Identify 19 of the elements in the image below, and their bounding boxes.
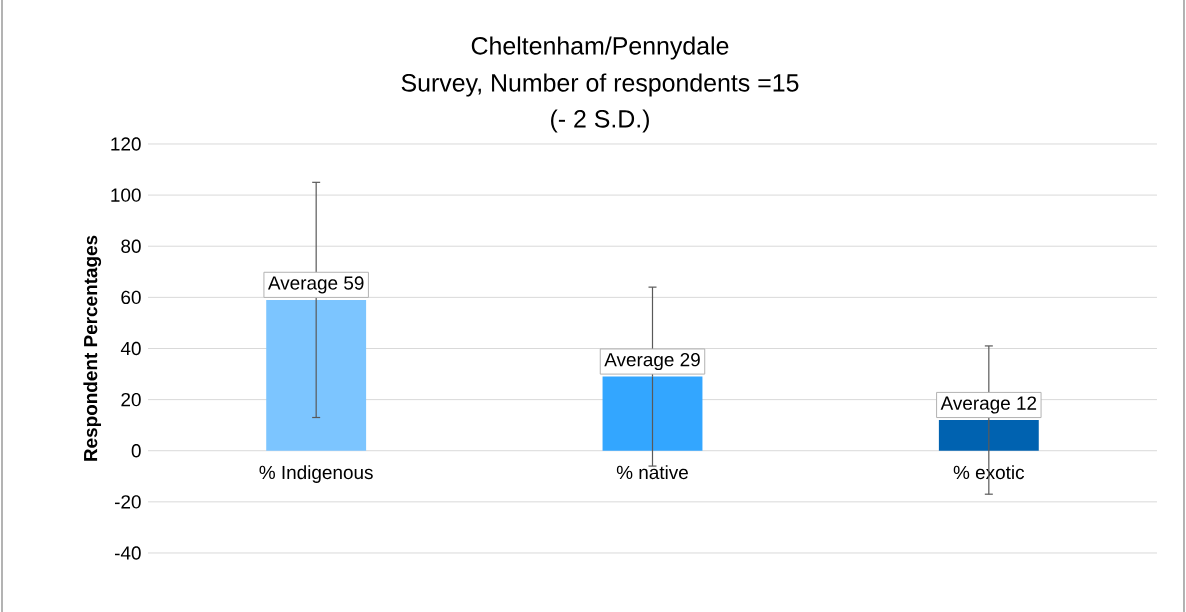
y-tick-label: -40: [114, 546, 141, 560]
text: (- 2 S.D.): [551, 109, 649, 133]
x-tick-label: % native: [616, 465, 688, 480]
chart-title: Cheltenham/Pennydale: [471, 36, 729, 60]
chart-subtitle: Survey, Number of respondents =15: [401, 73, 799, 97]
y-tick-label: 120: [111, 137, 141, 151]
data-label: Average 59: [267, 276, 364, 294]
x-tick-label: % Indigenous: [259, 465, 373, 483]
x-tick-label: % exotic: [953, 465, 1025, 480]
y-tick-label: 40: [120, 341, 141, 356]
data-label: Average 12: [940, 396, 1037, 414]
y-tick-label: 80: [121, 239, 141, 253]
data-label: Average 29: [604, 352, 700, 371]
y-tick-label: 20: [121, 392, 141, 407]
y-tick-label: 60: [121, 290, 141, 305]
y-axis-title: Respondent Percentages: [83, 235, 102, 461]
y-tick-label: 0: [131, 444, 141, 458]
y-tick-label: 100: [111, 188, 141, 202]
y-tick-label: -20: [114, 495, 141, 509]
